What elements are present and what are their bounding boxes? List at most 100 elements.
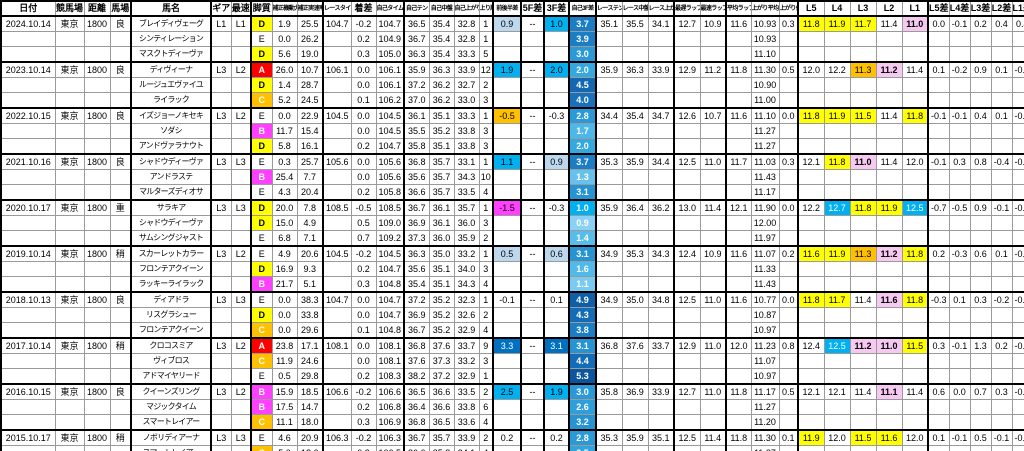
cell-slowest-lap[interactable]: 12.5 <box>673 429 701 446</box>
cell-agari-rank[interactable]: 3 <box>478 215 494 231</box>
cell-l5-diff[interactable] <box>927 307 950 323</box>
cell-race-agari[interactable] <box>647 169 675 185</box>
cell-own-3f-diff[interactable]: 3.7 <box>568 15 597 32</box>
cell-slowest-lap[interactable] <box>673 92 701 109</box>
cell-own-time[interactable]: 104.7 <box>375 291 405 308</box>
cell-m1[interactable]: 0.0 <box>271 291 298 308</box>
cell-half-diff[interactable] <box>492 184 522 201</box>
cell-l1-diff[interactable] <box>1011 138 1024 155</box>
cell-race-mid[interactable] <box>621 215 649 231</box>
cell-race-mid[interactable] <box>621 169 649 185</box>
cell-gear[interactable] <box>210 138 232 155</box>
cell-m1[interactable]: 1.9 <box>271 15 298 32</box>
cell-date[interactable]: 2016.10.15 <box>0 383 56 400</box>
cell-own-agari[interactable]: 33.7 <box>453 337 480 354</box>
header-agari-dev[interactable]: 上がり偏差 <box>778 0 799 17</box>
cell-m1[interactable]: 5.0 <box>271 445 298 451</box>
cell-fastest-lap[interactable] <box>699 46 727 63</box>
cell-5f-diff[interactable] <box>520 307 545 323</box>
cell-half-diff[interactable] <box>492 414 522 431</box>
cell-agari-rank[interactable]: 6 <box>478 399 494 415</box>
cell-own-time[interactable]: 109.0 <box>375 215 405 231</box>
cell-l5[interactable] <box>797 92 825 109</box>
cell-own-mid[interactable]: 35.4 <box>428 46 455 63</box>
header-date[interactable]: 日付 <box>0 0 56 17</box>
cell-race-mid[interactable] <box>621 399 649 415</box>
cell-l2-diff[interactable] <box>990 445 1013 451</box>
cell-l4[interactable]: 12.7 <box>823 199 851 216</box>
cell-3f-diff[interactable] <box>543 31 570 47</box>
cell-l1-diff[interactable] <box>1011 184 1024 201</box>
cell-3f-diff[interactable] <box>543 138 570 155</box>
cell-own-3f-diff[interactable]: 0.9 <box>568 215 597 231</box>
cell-distance[interactable] <box>83 445 111 451</box>
cell-own-ten[interactable]: 36.7 <box>403 31 430 47</box>
cell-half-diff[interactable] <box>492 322 522 339</box>
cell-fastest[interactable] <box>230 169 252 185</box>
cell-date[interactable] <box>0 353 56 369</box>
cell-race-agari[interactable] <box>647 445 675 451</box>
cell-m2[interactable]: 4.9 <box>296 215 324 231</box>
cell-l1[interactable]: 11.8 <box>901 245 929 262</box>
cell-agari-dev[interactable] <box>778 322 799 339</box>
cell-avg-lap[interactable] <box>725 184 752 201</box>
cell-l2-diff[interactable]: 0.1 <box>990 107 1013 124</box>
cell-race-agari[interactable] <box>647 414 675 431</box>
cell-race-mid[interactable]: 35.0 <box>621 291 649 308</box>
cell-slowest-lap[interactable]: 13.0 <box>673 199 701 216</box>
cell-l3-diff[interactable] <box>969 445 992 451</box>
cell-fastest[interactable] <box>230 307 252 323</box>
cell-agari-avg[interactable]: 11.97 <box>750 230 780 247</box>
cell-3f-diff[interactable]: 0.6 <box>543 245 570 262</box>
cell-slowest-lap[interactable] <box>673 138 701 155</box>
cell-own-mid[interactable]: 35.1 <box>428 261 455 277</box>
cell-own-time[interactable]: 108.1 <box>375 337 405 354</box>
cell-half-diff[interactable] <box>492 261 522 277</box>
cell-own-agari[interactable]: 32.8 <box>453 15 480 32</box>
cell-race-mid[interactable]: 35.9 <box>621 153 649 170</box>
cell-own-ten[interactable]: 36.9 <box>403 307 430 323</box>
cell-distance[interactable]: 1800 <box>83 291 111 308</box>
cell-l2[interactable]: 11.6 <box>875 291 903 308</box>
header-race-ten[interactable]: レーステン <box>595 0 623 17</box>
cell-m1[interactable]: 11.7 <box>271 123 298 139</box>
cell-race-ten[interactable]: 34.9 <box>595 245 623 262</box>
cell-own-mid[interactable]: 36.6 <box>428 383 455 400</box>
header-l1[interactable]: L1 <box>901 0 929 17</box>
cell-fastest-lap[interactable] <box>699 169 727 185</box>
cell-l4-diff[interactable] <box>948 307 971 323</box>
cell-l4-diff[interactable]: -0.1 <box>948 429 971 446</box>
cell-l3-diff[interactable] <box>969 77 992 93</box>
cell-l2-diff[interactable]: 0.2 <box>990 337 1013 354</box>
cell-race-agari[interactable]: 34.1 <box>647 15 675 32</box>
cell-own-mid[interactable]: 35.8 <box>428 445 455 451</box>
cell-l2-diff[interactable] <box>990 169 1013 185</box>
cell-l4-diff[interactable] <box>948 322 971 339</box>
cell-fastest[interactable] <box>230 77 252 93</box>
cell-own-3f-diff[interactable]: 2.0 <box>568 61 597 78</box>
cell-race-mid[interactable] <box>621 276 649 293</box>
cell-distance[interactable]: 1800 <box>83 429 111 446</box>
cell-margin[interactable]: 0.0 <box>350 107 377 124</box>
cell-l3-diff[interactable]: 1.3 <box>969 337 992 354</box>
cell-going[interactable]: 良 <box>109 291 132 308</box>
cell-style[interactable]: C <box>250 322 273 339</box>
cell-m1[interactable]: 20.0 <box>271 199 298 216</box>
cell-5f-diff[interactable]: -- <box>520 383 545 400</box>
cell-date[interactable] <box>0 276 56 293</box>
cell-horse-name[interactable]: アドマイヤリード <box>130 368 212 385</box>
cell-course[interactable] <box>54 46 85 63</box>
cell-agari-dev[interactable]: 0.3 <box>778 153 799 170</box>
header-l3[interactable]: L3 <box>849 0 877 17</box>
cell-race-mid[interactable]: 35.5 <box>621 15 649 32</box>
cell-agari-avg[interactable]: 10.97 <box>750 368 780 385</box>
cell-5f-diff[interactable] <box>520 414 545 431</box>
cell-l4-diff[interactable] <box>948 215 971 231</box>
cell-race-mid[interactable] <box>621 414 649 431</box>
cell-m1[interactable]: 15.0 <box>271 215 298 231</box>
cell-agari-dev[interactable]: 0.3 <box>778 15 799 32</box>
cell-own-mid[interactable]: 37.6 <box>428 337 455 354</box>
cell-l1-diff[interactable] <box>1011 322 1024 339</box>
cell-l3[interactable] <box>849 46 877 63</box>
cell-avg-lap[interactable] <box>725 414 752 431</box>
